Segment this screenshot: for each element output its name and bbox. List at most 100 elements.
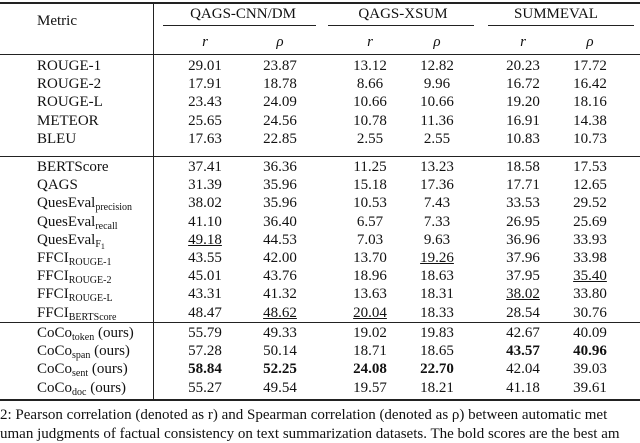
- cell: 43.76: [263, 268, 297, 285]
- cell: 36.36: [263, 159, 297, 175]
- cell: 13.12: [353, 58, 387, 74]
- metric-name: QuesEvalrecall: [37, 213, 118, 236]
- subheader: ρ: [433, 34, 441, 50]
- group-header: SUMMEVAL: [514, 6, 598, 22]
- cell: 29.52: [573, 195, 607, 212]
- metric-sub-text: precision: [95, 202, 132, 214]
- cell: 49.33: [263, 325, 297, 341]
- cell: 29.01: [188, 58, 222, 74]
- subheader: ρ: [276, 34, 284, 50]
- cell: 37.95: [506, 268, 540, 285]
- cell: 19.57: [353, 379, 387, 396]
- metric-sub-text: doc: [72, 386, 87, 398]
- metric-base: FFCI: [37, 268, 69, 285]
- metric-sub: ROUGE-1: [69, 257, 112, 268]
- cell: 17.63: [188, 130, 222, 147]
- cell: 17.71: [506, 177, 540, 194]
- metric-name: ROUGE-L: [37, 93, 103, 111]
- subheader: r: [520, 34, 526, 50]
- metric-sub: recall: [95, 221, 117, 232]
- metric-sub-text: ROUGE-1: [68, 257, 112, 268]
- metric-name: METEOR: [37, 112, 99, 130]
- cell: 23.87: [263, 58, 297, 74]
- cell: 13.23: [420, 159, 454, 175]
- metric-base: BERTScore: [37, 159, 109, 175]
- cell: 35.96: [263, 177, 297, 194]
- cell: 37.41: [188, 159, 222, 175]
- subheader: r: [367, 34, 373, 50]
- metric-name: BLEU: [37, 130, 76, 148]
- metric-name: QuesEvalprecision: [37, 194, 132, 217]
- metric-sub-text: token: [72, 332, 95, 343]
- metric-name: FFCIROUGE-1: [37, 249, 111, 272]
- metric-suffix: (ours): [94, 325, 134, 341]
- cell: 18.63: [420, 268, 454, 285]
- cell: 10.66: [420, 94, 454, 111]
- cell: 55.79: [188, 325, 222, 341]
- cell: 45.01: [188, 268, 222, 285]
- cell: 36.40: [263, 213, 297, 230]
- metric-name: CoCospan (ours): [37, 342, 130, 365]
- metric-name: BERTScore: [37, 158, 109, 176]
- rule: [488, 25, 634, 26]
- cell: 16.42: [573, 76, 607, 93]
- metric-name: ROUGE-2: [37, 75, 101, 93]
- group-header: QAGS-XSUM: [358, 6, 448, 22]
- cell: 35.96: [263, 195, 297, 212]
- cell: 39.03: [573, 361, 607, 378]
- cell: 41.18: [506, 379, 540, 396]
- cell: 57.28: [188, 343, 222, 360]
- cell: 18.96: [353, 268, 387, 285]
- metric-sub: precision: [95, 202, 132, 213]
- cell: 17.53: [573, 159, 607, 175]
- rule: [163, 25, 316, 26]
- cell: 36.96: [506, 231, 540, 248]
- cell: 18.16: [573, 94, 607, 111]
- metric-name: QuesEvalF1: [37, 231, 105, 256]
- cell: 55.27: [188, 379, 222, 396]
- metric-base: QuesEval: [37, 195, 96, 212]
- cell: 38.02: [506, 286, 540, 303]
- rule: [0, 322, 640, 323]
- cell: 8.66: [356, 76, 384, 93]
- cell: 2.55: [356, 130, 384, 147]
- group-header: QAGS-CNN/DM: [190, 6, 296, 22]
- caption-line: uman judgments of factual consistency on…: [0, 426, 620, 442]
- cell: 37.96: [506, 250, 540, 266]
- metric-base: FFCI: [37, 286, 69, 303]
- metric-name: ROUGE-1: [37, 57, 101, 75]
- metric-name: CoCodoc (ours): [37, 379, 126, 402]
- metric-base: BLEU: [37, 130, 77, 147]
- cell: 38.02: [188, 195, 222, 212]
- metric-base: QuesEval: [37, 213, 96, 230]
- cell: 16.72: [506, 76, 540, 93]
- cell: 42.00: [263, 250, 297, 266]
- cell: 43.31: [188, 286, 222, 303]
- cell: 7.33: [423, 213, 451, 230]
- cell: 20.04: [353, 304, 387, 321]
- metric-sub: span: [72, 350, 90, 361]
- rule: [0, 156, 640, 157]
- metric-sub: ROUGE-L: [69, 293, 113, 304]
- caption-line: 2: Pearson correlation (denoted as r) an…: [0, 407, 608, 423]
- metric-sub-text: F: [95, 238, 101, 250]
- metric-base: FFCI: [37, 304, 69, 321]
- cell: 22.70: [420, 361, 454, 378]
- metric-base: ROUGE-1: [37, 58, 102, 74]
- cell: 11.36: [420, 112, 454, 129]
- cell: 22.85: [263, 130, 297, 147]
- cell: 13.70: [353, 250, 387, 266]
- cell: 50.14: [263, 343, 297, 360]
- metric-name: FFCIROUGE-2: [37, 267, 111, 290]
- cell: 10.78: [353, 112, 387, 129]
- header-metric: Metric: [37, 13, 77, 29]
- cell: 10.73: [573, 130, 607, 147]
- cell: 41.32: [263, 286, 297, 303]
- rule: [328, 25, 474, 26]
- metric-sub: sent: [72, 368, 88, 379]
- cell: 14.38: [573, 112, 607, 129]
- metric-name: CoCosent (ours): [37, 360, 128, 383]
- rule: [0, 2, 640, 4]
- cell: 15.18: [353, 177, 387, 194]
- cell: 33.93: [573, 231, 607, 248]
